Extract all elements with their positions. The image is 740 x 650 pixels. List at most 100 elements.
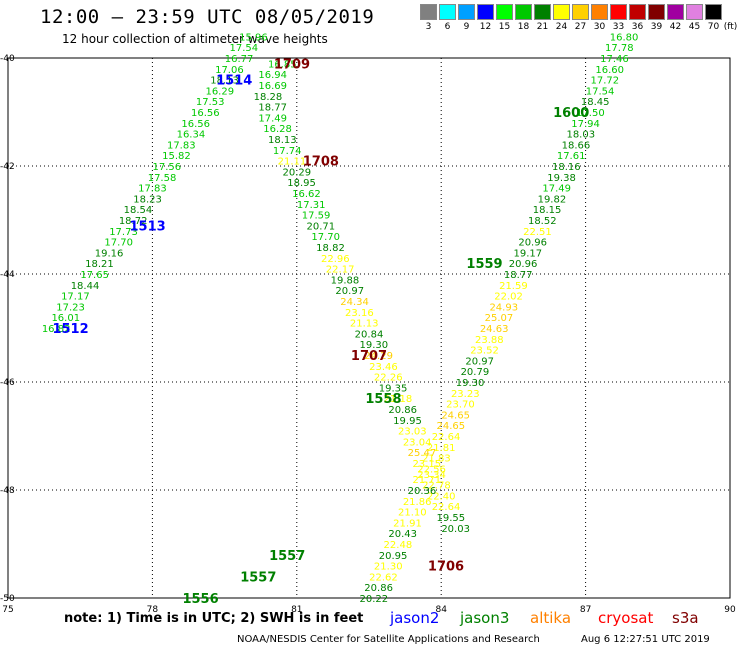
legend-swatch — [629, 4, 646, 20]
legend-swatch — [496, 4, 513, 20]
legend-swatch — [572, 4, 589, 20]
legend-swatch — [686, 4, 703, 20]
wave-height-label: 16.56 — [181, 119, 210, 130]
y-tick-label: -44 — [0, 270, 15, 280]
wave-height-label: 23.52 — [470, 346, 499, 357]
pass-time-label: 1514 — [216, 74, 252, 89]
wave-height-label: 17.06 — [215, 65, 244, 76]
wave-height-label: 22.56 — [417, 464, 446, 475]
wave-height-label: 20.22 — [359, 594, 388, 605]
wave-height-label: 16.34 — [177, 130, 206, 141]
wave-height-label: 20.84 — [355, 329, 384, 340]
wave-height-label: 21.81 — [427, 443, 456, 454]
wave-height-label: 23.04 — [403, 437, 432, 448]
wave-height-label: 16.28 — [263, 124, 292, 135]
satellite-altika: altika — [530, 609, 572, 627]
wave-height-label: 20.86 — [364, 583, 393, 594]
wave-height-label: 23.70 — [446, 400, 475, 411]
wave-height-label: 17.70 — [104, 238, 133, 249]
wave-height-label: 16.77 — [225, 54, 254, 65]
wave-height-label: 17.31 — [297, 200, 326, 211]
wave-height-label: 24.34 — [340, 297, 369, 308]
wave-height-label: 22.62 — [369, 572, 398, 583]
legend-bin-label: 9 — [463, 22, 470, 32]
wave-height-label: 19.30 — [456, 378, 485, 389]
pass-time-label: 1706 — [428, 560, 464, 575]
wave-height-label: 23.23 — [451, 389, 480, 400]
wave-height-label: 18.03 — [566, 130, 595, 141]
legend-bin-label: 18 — [517, 22, 530, 32]
wave-height-label: 17.49 — [258, 113, 287, 124]
wave-height-label: 16.94 — [258, 70, 287, 81]
wave-height-label: 20.97 — [335, 286, 364, 297]
wave-height-label: 19.38 — [547, 173, 576, 184]
wave-height-label: 17.72 — [591, 76, 620, 87]
wave-height-label: 20.95 — [379, 551, 408, 562]
wave-height-label: 22.02 — [494, 292, 523, 303]
footer-note: note: 1) Time is in UTC; 2) SWH is in fe… — [64, 611, 364, 626]
wave-height-label: 17.53 — [196, 97, 225, 108]
wave-height-label: 18.13 — [210, 76, 239, 87]
wave-height-label: 17.56 — [153, 162, 182, 173]
x-tick-label: 78 — [147, 605, 159, 615]
wave-height-label: 19.95 — [393, 416, 422, 427]
wave-height-label: 25.07 — [485, 313, 514, 324]
credit-text: NOAA/NESDIS Center for Satellite Applica… — [237, 634, 540, 645]
wave-height-label: 18.13 — [268, 135, 297, 146]
legend-swatch — [534, 4, 551, 20]
wave-height-label: 23.46 — [369, 362, 398, 373]
wave-height-label: 19.55 — [437, 513, 466, 524]
wave-height-label: 18.28 — [254, 92, 283, 103]
wave-height-label: 19.35 — [379, 383, 408, 394]
y-tick-label: -50 — [0, 594, 15, 604]
wave-height-label: 22.26 — [374, 373, 403, 384]
legend-unit: (ft) — [723, 22, 738, 32]
legend-swatch — [477, 4, 494, 20]
legend-bin-label: 45 — [688, 22, 701, 32]
wave-height-label: 18.95 — [287, 178, 316, 189]
wave-height-label: 20.03 — [441, 524, 470, 535]
x-tick-label: 81 — [291, 605, 302, 615]
wave-height-label: 16.29 — [205, 86, 234, 97]
wave-height-label: 17.59 — [302, 211, 331, 222]
wave-height-label: 18.15 — [533, 205, 562, 216]
wave-height-label: 23.34 — [417, 470, 446, 481]
wave-height-label: 17.17 — [61, 292, 90, 303]
legend-bin-label: 21 — [536, 22, 549, 32]
wave-height-label: 19.16 — [95, 248, 124, 259]
satellite-s3a: s3a — [672, 609, 699, 627]
wave-height-label: 19.82 — [538, 194, 567, 205]
satellite-jason2: jason2 — [390, 609, 440, 627]
wave-height-label: 22.78 — [422, 481, 451, 492]
legend-bin-label: 30 — [593, 22, 606, 32]
wave-height-label: 18.45 — [581, 97, 610, 108]
wave-height-label: 21.18 — [384, 394, 413, 405]
legend-bin-label: 36 — [631, 22, 644, 32]
satellite-cryosat: cryosat — [598, 609, 654, 627]
wave-height-label: 17.65 — [80, 270, 109, 281]
wave-height-label: 17.54 — [586, 86, 615, 97]
legend-swatch — [439, 4, 456, 20]
wave-height-label: 16.62 — [292, 189, 321, 200]
legend-swatch — [610, 4, 627, 20]
wave-height-label: 23.15 — [412, 459, 441, 470]
wave-height-label: 22.48 — [384, 540, 413, 551]
pass-time-label: 1707 — [351, 349, 387, 364]
wave-height-label: 21.30 — [374, 562, 403, 573]
wave-height-label: 25.47 — [408, 448, 437, 459]
pass-time-label: 1556 — [182, 592, 218, 607]
wave-height-label: 17.50 — [576, 108, 605, 119]
wave-height-label: 18.52 — [528, 216, 557, 227]
wave-height-label: 17.49 — [542, 184, 571, 195]
wave-height-label: 24.65 — [437, 421, 466, 432]
wave-height-label: 21.11 — [278, 157, 307, 168]
y-tick-label: -48 — [0, 486, 15, 496]
wave-height-label: 16.82 — [42, 324, 71, 335]
pass-time-label: 1512 — [52, 322, 88, 337]
wave-height-label: 20.79 — [461, 367, 490, 378]
wave-height-label: 15.96 — [239, 32, 268, 43]
y-tick-label: -46 — [0, 378, 15, 388]
wave-height-label: 22.64 — [432, 502, 461, 513]
wave-height-label: 18.66 — [562, 140, 591, 151]
legend-swatch — [458, 4, 475, 20]
